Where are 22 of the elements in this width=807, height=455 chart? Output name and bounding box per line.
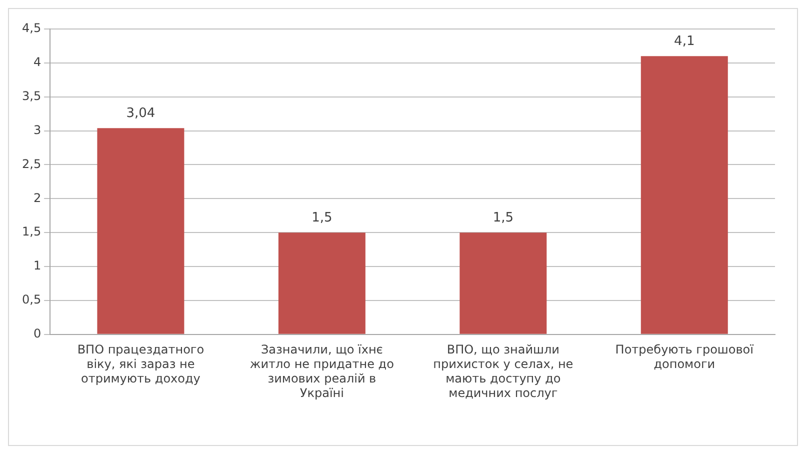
bar <box>640 56 728 334</box>
data-label: 3,04 <box>126 106 156 121</box>
y-tick-label: 0,5 <box>22 292 42 307</box>
y-tick-label: 2,5 <box>22 156 42 171</box>
bar <box>278 232 366 334</box>
y-tick-label: 4,5 <box>22 21 42 36</box>
bar <box>460 232 547 334</box>
y-tick-label: 3 <box>33 122 42 137</box>
y-tick-label: 3,5 <box>22 88 42 103</box>
x-tick-label: Зазначили, що їхнє житло не придатне до зимових реалій в Україні <box>250 342 394 400</box>
y-tick-label: 2 <box>33 190 42 205</box>
y-tick-label: 0 <box>33 326 42 341</box>
data-label: 4,1 <box>674 34 695 50</box>
data-label: 1,5 <box>312 210 332 226</box>
y-tick-label: 1,5 <box>22 224 42 239</box>
bar <box>97 128 184 334</box>
x-tick-label: ВПО, що знайшли прихисток у селах, не мають доступу до медичних послуг <box>433 342 574 400</box>
y-tick-label: 1 <box>33 258 42 273</box>
x-tick-label: ВПО працездатного віку, які зараз не отримують доходу <box>77 342 204 386</box>
x-tick-label: Потребують грошової допомоги <box>615 342 754 372</box>
data-label: 1,5 <box>492 210 514 226</box>
y-tick-label: 4 <box>33 55 42 70</box>
